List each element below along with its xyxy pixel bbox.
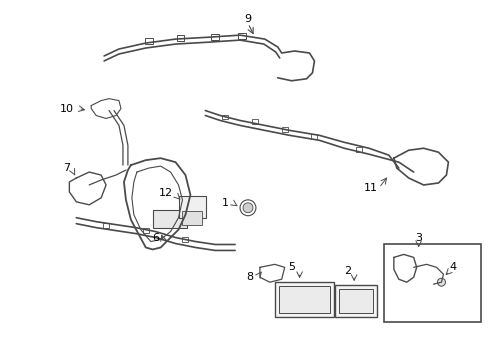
Text: 6: 6 xyxy=(152,233,159,243)
Text: 5: 5 xyxy=(288,262,295,272)
Text: 11: 11 xyxy=(364,183,378,193)
Bar xyxy=(222,114,228,120)
Bar xyxy=(335,285,377,317)
Text: 3: 3 xyxy=(415,233,422,243)
Bar xyxy=(153,210,188,228)
Bar xyxy=(238,33,246,39)
Bar xyxy=(339,289,373,313)
Bar xyxy=(176,35,184,41)
Circle shape xyxy=(243,203,253,213)
Circle shape xyxy=(240,200,256,216)
Bar xyxy=(145,38,153,44)
Circle shape xyxy=(438,278,445,286)
Bar xyxy=(312,134,318,139)
Text: 4: 4 xyxy=(450,262,457,272)
Bar xyxy=(211,34,219,40)
Bar xyxy=(178,196,206,218)
Bar xyxy=(182,237,189,242)
Text: 9: 9 xyxy=(245,14,251,24)
Text: 2: 2 xyxy=(343,266,351,276)
Bar xyxy=(356,147,362,152)
Bar xyxy=(282,127,288,132)
Text: 12: 12 xyxy=(159,188,172,198)
Bar xyxy=(103,223,109,228)
Bar xyxy=(143,228,149,233)
Text: 8: 8 xyxy=(246,272,253,282)
Text: 7: 7 xyxy=(63,163,70,173)
Bar xyxy=(279,286,330,313)
Bar xyxy=(384,244,481,322)
Bar xyxy=(252,120,258,125)
Bar xyxy=(182,211,202,225)
Text: 10: 10 xyxy=(59,104,74,113)
Bar xyxy=(275,282,334,317)
Text: 1: 1 xyxy=(221,198,229,208)
